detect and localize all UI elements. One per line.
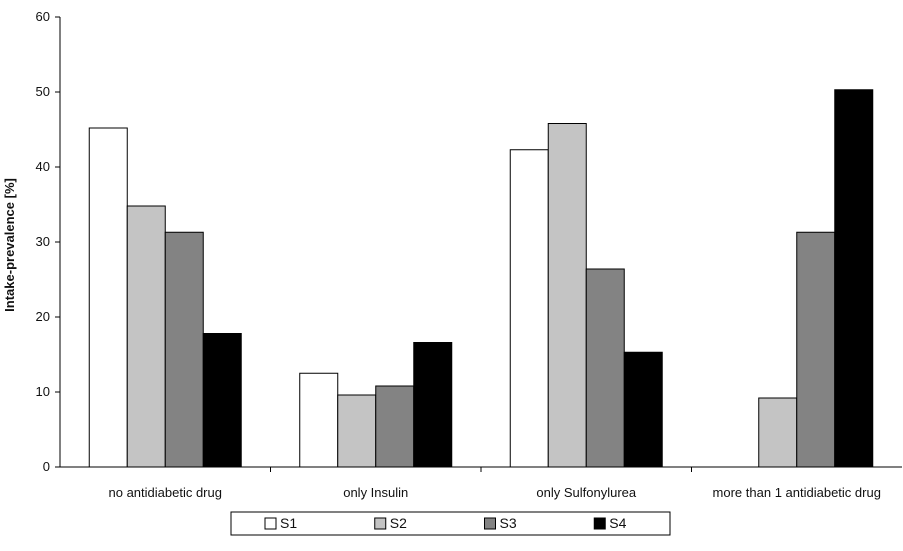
bar-s1-only-insulin	[299, 372, 339, 468]
y-tick-label: 60	[36, 9, 50, 24]
bar-s2-more-than-1-antidiabetic-drug	[758, 397, 798, 468]
y-tick-label: 30	[36, 234, 50, 249]
bar-s2-only-insulin	[337, 394, 377, 468]
bar-s4-no-antidiabetic-drug	[202, 333, 242, 468]
y-tick-label: 20	[36, 309, 50, 324]
y-tick-label: 10	[36, 384, 50, 399]
bar-s2-no-antidiabetic-drug	[126, 205, 166, 468]
bar-s3-no-antidiabetic-drug	[164, 231, 204, 468]
legend-label-s3: S3	[500, 515, 517, 531]
legend-label-s1: S1	[280, 515, 297, 531]
legend-swatch-s4	[593, 517, 606, 530]
y-tick-label: 50	[36, 84, 50, 99]
legend-swatch-s2	[374, 517, 387, 530]
legend-label-s4: S4	[609, 515, 626, 531]
bar-s3-only-insulin	[375, 385, 415, 468]
bar-s4-only-sulfonylurea	[623, 351, 663, 468]
legend-swatch-s1	[264, 517, 277, 530]
legend-swatch-s3	[484, 517, 496, 530]
legend-box	[230, 511, 671, 536]
bar-s1-no-antidiabetic-drug	[88, 127, 128, 468]
bar-s4-more-than-1-antidiabetic-drug	[834, 89, 874, 468]
x-tick-label: more than 1 antidiabetic drug	[713, 485, 881, 500]
bar-s4-only-insulin	[413, 342, 453, 468]
legend-label-s2: S2	[390, 515, 407, 531]
legend: S1 S2 S3 S4	[230, 511, 671, 536]
y-axis-label: Intake-prevalence [%]	[2, 178, 17, 312]
y-ticks: 0 10 20 30 40 50 60	[36, 9, 60, 474]
bars	[88, 89, 874, 468]
bar-s1-only-sulfonylurea	[509, 149, 549, 468]
bar-s3-more-than-1-antidiabetic-drug	[796, 231, 836, 468]
x-tick-label: only Sulfonylurea	[536, 485, 636, 500]
bar-s2-only-sulfonylurea	[547, 123, 587, 468]
x-tick-label: no antidiabetic drug	[109, 485, 222, 500]
bar-s3-only-sulfonylurea	[585, 268, 625, 468]
x-tick-label: only Insulin	[343, 485, 408, 500]
y-tick-label: 0	[43, 459, 50, 474]
x-tick-labels: no antidiabetic drug only Insulin only Sul…	[109, 467, 881, 500]
y-tick-label: 40	[36, 159, 50, 174]
